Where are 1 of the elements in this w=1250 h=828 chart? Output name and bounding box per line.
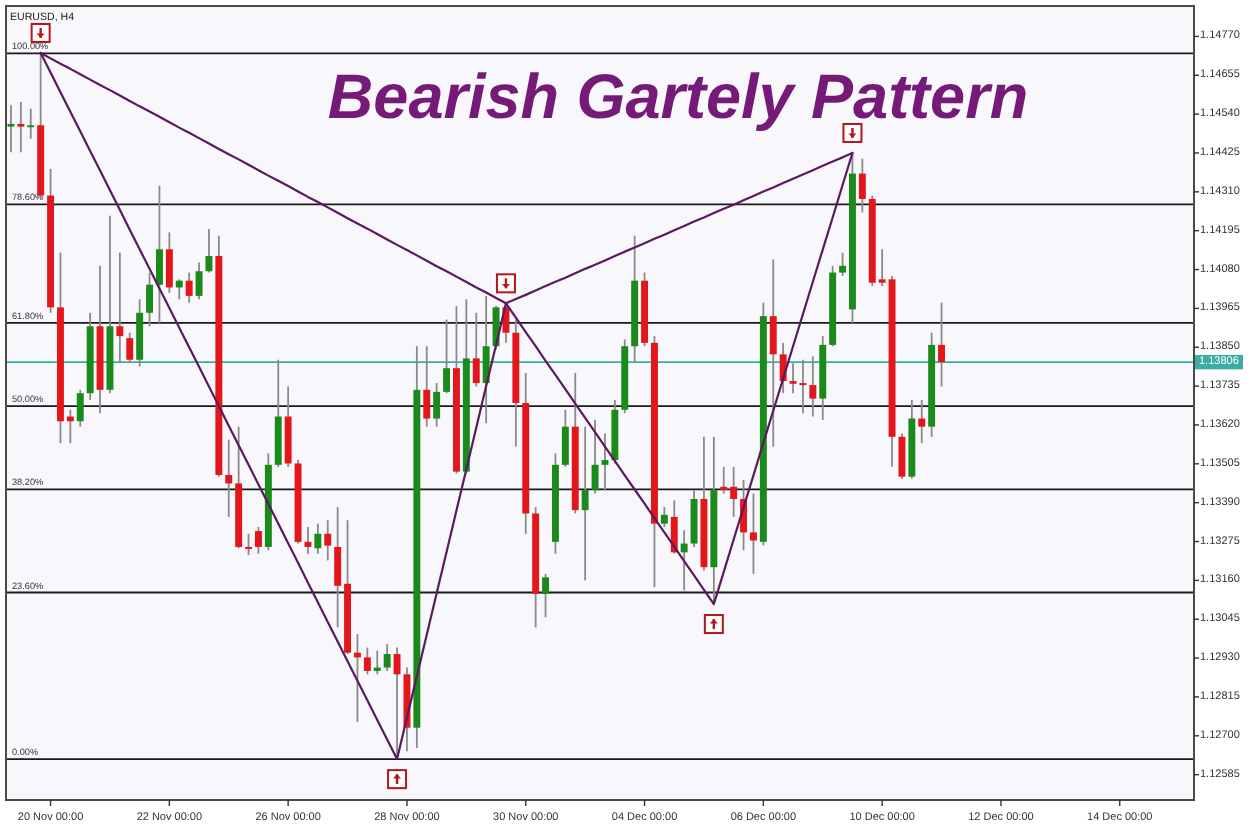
- text: Bearish Gartely Pattern: [327, 60, 1029, 132]
